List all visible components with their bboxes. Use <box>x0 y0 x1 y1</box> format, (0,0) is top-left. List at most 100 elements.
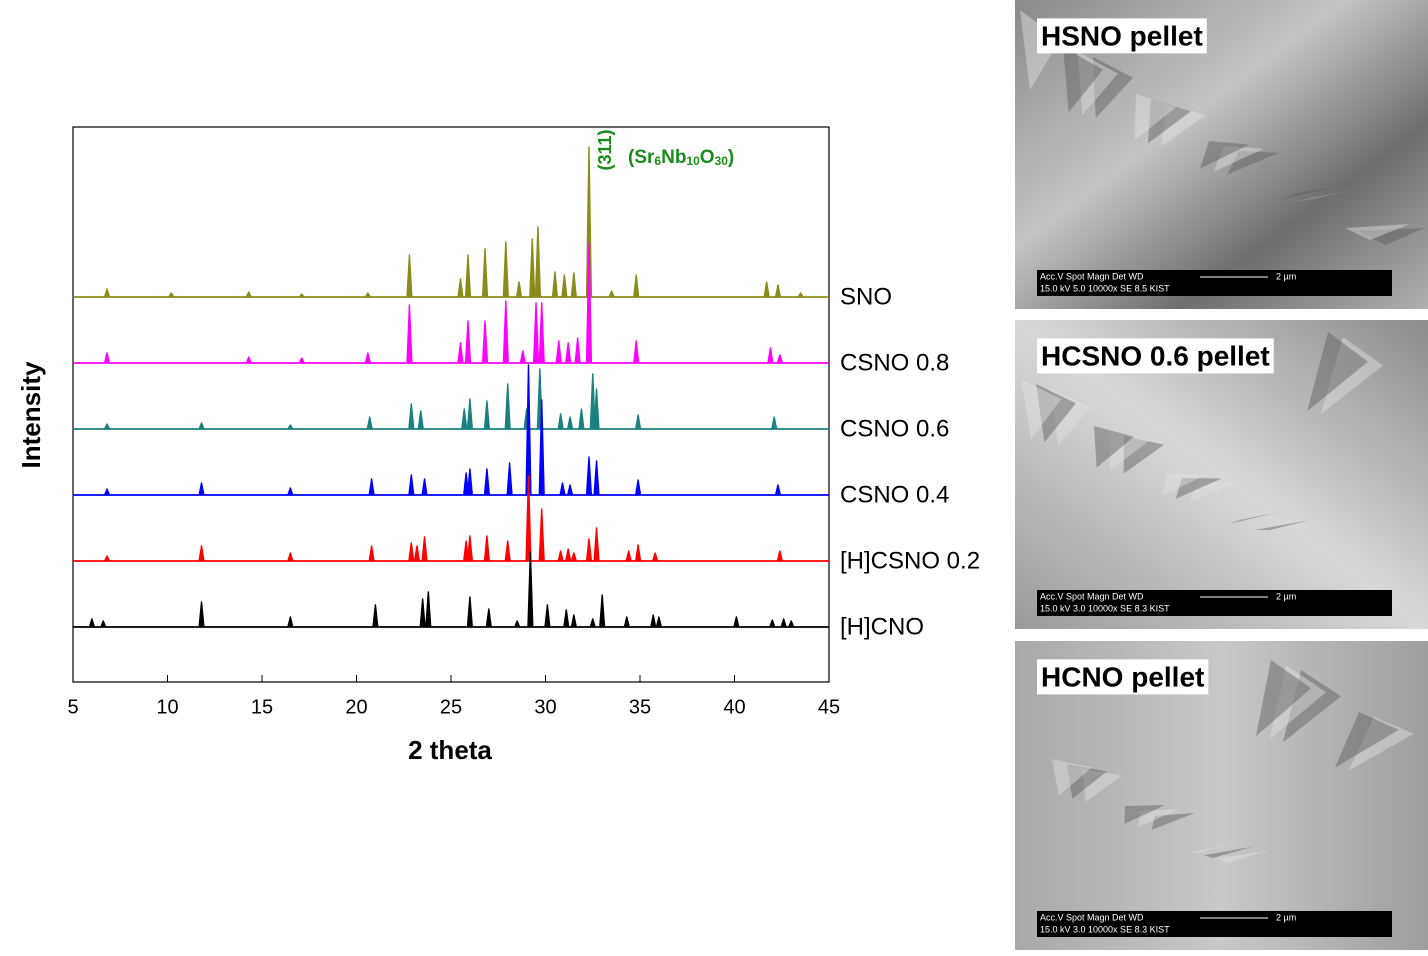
x-axis-label: 2 theta <box>408 735 492 765</box>
x-tick-label: 25 <box>440 696 462 718</box>
info-head: Acc.V Spot Magn Det WD <box>1040 271 1144 281</box>
peak <box>366 416 373 430</box>
series-label: SNO <box>840 283 892 310</box>
peak <box>797 292 804 298</box>
sem-texture <box>1094 426 1134 468</box>
sem-texture <box>1358 228 1425 245</box>
peak <box>525 475 532 562</box>
peak <box>198 482 205 496</box>
peak <box>466 535 473 562</box>
sem-texture <box>1227 151 1279 175</box>
peak <box>514 620 521 628</box>
sem-texture <box>1109 431 1149 471</box>
hkl-annotation: (311) <box>595 129 615 170</box>
peak <box>559 482 566 496</box>
peak <box>633 340 640 364</box>
peak <box>650 614 657 628</box>
info-bar <box>1037 911 1392 937</box>
peak <box>88 618 95 628</box>
peak <box>198 601 205 628</box>
peak <box>466 398 473 430</box>
peak <box>538 399 545 496</box>
peak <box>652 552 659 562</box>
peak <box>538 302 545 364</box>
peak <box>635 479 642 496</box>
sem-texture <box>1123 436 1164 474</box>
peak <box>593 460 600 496</box>
peak <box>103 423 111 430</box>
peak <box>457 342 464 364</box>
x-tick-label: 20 <box>345 696 367 718</box>
peak <box>557 550 564 562</box>
info-head: Acc.V Spot Magn Det WD <box>1040 591 1144 601</box>
peak <box>534 226 542 298</box>
sem-label: HSNO pellet <box>1041 20 1203 51</box>
peak <box>245 291 252 298</box>
peak <box>519 350 526 364</box>
peak <box>608 290 615 298</box>
peak <box>774 484 782 496</box>
sem-texture <box>1063 47 1103 113</box>
scale-label: 2 µm <box>1276 912 1296 922</box>
peak <box>593 527 600 562</box>
peak <box>419 598 426 628</box>
sem-texture <box>1292 190 1352 203</box>
sem-label: HCSNO 0.6 pellet <box>1041 340 1270 371</box>
phase-annotation: (Sr6Nb10O30) <box>628 147 734 168</box>
sem-texture <box>1093 57 1133 119</box>
peak <box>287 424 294 430</box>
peak <box>408 474 415 496</box>
peak <box>589 618 596 628</box>
plot-frame <box>72 126 830 683</box>
peak <box>413 545 421 562</box>
x-tick-label: 35 <box>629 696 651 718</box>
peak <box>561 274 568 298</box>
peak <box>585 456 593 496</box>
peak <box>287 552 294 562</box>
peak <box>198 545 205 562</box>
peak <box>570 272 577 298</box>
sem-texture <box>1124 805 1165 824</box>
peak <box>421 478 428 496</box>
sem-texture <box>1021 379 1061 440</box>
sem-texture <box>1228 512 1280 524</box>
sem-label: HCNO pellet <box>1041 661 1204 692</box>
peak <box>457 278 464 298</box>
peak <box>504 540 511 562</box>
sem-texture <box>1190 842 1238 853</box>
peak <box>364 352 371 364</box>
sem-texture <box>1307 332 1368 412</box>
peak <box>557 413 564 430</box>
peak <box>364 292 371 298</box>
peak <box>103 488 111 496</box>
info-values: 15.0 kV 5.0 10000x SE 8.5 KIST <box>1040 283 1170 293</box>
scale-label: 2 µm <box>1276 591 1296 601</box>
peak <box>763 281 770 298</box>
series-label: CSNO 0.4 <box>840 481 949 508</box>
peak <box>417 410 424 430</box>
peak <box>406 304 413 364</box>
info-values: 15.0 kV 3.0 10000x SE 8.3 KIST <box>1040 924 1170 934</box>
peak <box>529 238 536 298</box>
peak <box>555 340 562 364</box>
peak <box>593 388 600 430</box>
sem-texture <box>1348 717 1414 771</box>
peak <box>578 408 585 430</box>
phase-part: 6 <box>654 154 661 168</box>
peak <box>563 609 570 628</box>
sem-label-bg <box>1037 659 1209 695</box>
series-label: CSNO 0.8 <box>840 349 949 376</box>
sem-texture <box>1078 52 1118 116</box>
peak <box>502 241 509 298</box>
sem-texture <box>1213 146 1264 172</box>
peak <box>485 608 492 628</box>
peak <box>103 352 111 364</box>
phase-part: 30 <box>715 154 729 168</box>
peak <box>551 271 559 298</box>
peak <box>298 357 305 364</box>
sem-texture <box>1052 759 1092 796</box>
peak <box>585 538 593 562</box>
phase-part: 10 <box>686 154 700 168</box>
sem-texture <box>1345 224 1410 240</box>
peak <box>372 604 379 628</box>
